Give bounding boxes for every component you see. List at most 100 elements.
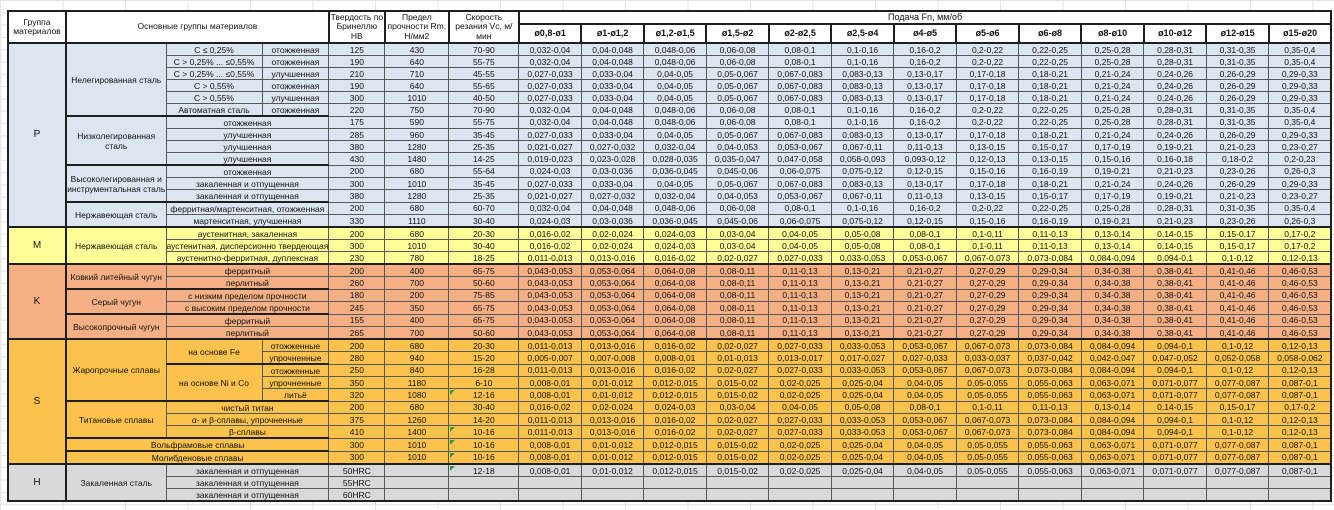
speed-cell[interactable]: 45-55: [448, 67, 520, 80]
feed-cell[interactable]: 0,073-0,084: [1018, 338, 1082, 352]
feed-cell[interactable]: 0,027-0,033: [518, 128, 582, 141]
feed-cell[interactable]: 0,17-0,18: [955, 67, 1020, 80]
feed-cell[interactable]: 0,048-0,06: [643, 55, 707, 68]
feed-cell[interactable]: 0,027-0,033: [893, 351, 957, 365]
diameter-header[interactable]: ø2,5-ø4: [830, 23, 895, 44]
feed-cell[interactable]: 0,31-0,35: [1205, 201, 1270, 215]
feed-cell[interactable]: 0,025-0,04: [830, 376, 895, 389]
diameter-header[interactable]: ø6-ø8: [1017, 23, 1083, 44]
feed-cell[interactable]: 0,058-0,093: [830, 152, 895, 166]
feed-cell[interactable]: 0,15-0,16: [955, 214, 1020, 228]
strength-cell[interactable]: 680: [384, 164, 450, 178]
feed-cell[interactable]: 0,34-0,38: [1080, 313, 1145, 327]
feed-cell[interactable]: 0,094-0,1: [1143, 251, 1207, 265]
feed-cell[interactable]: 0,025-0,04: [830, 450, 895, 465]
feed-cell[interactable]: 0,04-0,053: [705, 189, 770, 203]
feed-cell[interactable]: 0,063-0,071: [1080, 450, 1145, 465]
feed-cell[interactable]: 0,31-0,35: [1205, 115, 1270, 129]
feed-cell[interactable]: 0,27-0,29: [955, 301, 1020, 315]
feed-cell[interactable]: 0,15-0,16: [1080, 152, 1145, 166]
feed-cell[interactable]: 0,13-0,14: [1080, 226, 1145, 240]
feed-cell[interactable]: 0,064-0,08: [643, 263, 707, 277]
feed-cell[interactable]: 0,29-0,33: [1268, 128, 1332, 141]
feed-cell[interactable]: 0,063-0,071: [1080, 437, 1145, 452]
condition-cell[interactable]: улучшенная: [261, 91, 330, 104]
group-cell-M[interactable]: M: [7, 226, 67, 265]
feed-cell[interactable]: 0,11-0,13: [768, 288, 832, 302]
speed-cell[interactable]: 12-18: [448, 463, 520, 477]
material-family-cell[interactable]: Закаленная сталь: [65, 463, 167, 502]
feed-cell[interactable]: 0,027-0,033: [768, 363, 832, 377]
feed-cell[interactable]: 0,2-0,22: [955, 42, 1020, 56]
feed-cell[interactable]: 0,08-0,11: [705, 263, 770, 277]
feed-cell[interactable]: 0,025-0,04: [830, 388, 895, 402]
feed-cell[interactable]: 0,04-0,05: [893, 463, 957, 477]
speed-cell[interactable]: 18-25: [448, 251, 520, 265]
feed-cell[interactable]: 0,053-0,064: [580, 313, 645, 327]
feed-cell[interactable]: 0,064-0,08: [643, 326, 707, 340]
feed-cell[interactable]: 0,04-0,05: [893, 388, 957, 402]
feed-cell[interactable]: 0,1-0,12: [1205, 251, 1270, 265]
feed-cell[interactable]: 0,008-0,01: [518, 463, 582, 477]
feed-cell[interactable]: 0,27-0,29: [955, 313, 1020, 327]
feed-cell[interactable]: 0,21-0,27: [893, 313, 957, 327]
strength-cell[interactable]: 590: [384, 115, 450, 129]
feed-cell[interactable]: 0,41-0,46: [1205, 301, 1270, 315]
feed-cell[interactable]: 0,016-0,02: [518, 239, 582, 252]
strength-cell[interactable]: 1110: [384, 214, 450, 228]
feed-cell[interactable]: 0,087-0,1: [1268, 450, 1332, 465]
feed-cell[interactable]: [1205, 488, 1270, 502]
hardness-cell[interactable]: 300: [328, 239, 386, 252]
feed-cell[interactable]: [518, 476, 582, 489]
feed-cell[interactable]: 0,043-0,053: [518, 288, 582, 302]
feed-cell[interactable]: 0,05-0,055: [955, 450, 1020, 465]
feed-cell[interactable]: 0,032-0,04: [518, 103, 582, 117]
feed-cell[interactable]: 0,28-0,31: [1143, 201, 1207, 215]
feed-cell[interactable]: 0,053-0,064: [580, 288, 645, 302]
feed-cell[interactable]: 0,23-0,27: [1268, 189, 1332, 203]
feed-cell[interactable]: 0,38-0,41: [1143, 263, 1207, 277]
feed-cell[interactable]: 0,29-0,33: [1268, 79, 1332, 92]
feed-cell[interactable]: 0,02-0,024: [580, 400, 645, 414]
feed-cell[interactable]: 0,04-0,05: [643, 67, 707, 80]
feed-cell[interactable]: 0,26-0,3: [1268, 214, 1332, 228]
feed-cell[interactable]: 0,083-0,13: [830, 79, 895, 92]
hardness-cell[interactable]: 200: [328, 226, 386, 240]
feed-cell[interactable]: 0,016-0,02: [518, 400, 582, 414]
feed-cell[interactable]: 0,1-0,11: [955, 226, 1020, 240]
speed-cell[interactable]: 30-40: [448, 239, 520, 252]
condition-cell[interactable]: ферритный: [165, 263, 330, 277]
feed-cell[interactable]: 0,027-0,033: [768, 413, 832, 426]
feed-cell[interactable]: 0,083-0,13: [830, 128, 895, 141]
feed-cell[interactable]: 0,077-0,087: [1205, 388, 1270, 402]
condition-cell[interactable]: закаленная и отпущенная: [165, 177, 330, 190]
feed-cell[interactable]: 0,08-0,1: [893, 239, 957, 252]
material-family-cell[interactable]: Ковкий литейный чугун: [65, 263, 167, 290]
feed-cell[interactable]: 0,26-0,3: [1268, 164, 1332, 178]
material-family-cell[interactable]: Низколегированная сталь: [65, 115, 167, 166]
feed-cell[interactable]: 0,18-0,21: [1018, 177, 1082, 190]
feed-cell[interactable]: 0,084-0,094: [1080, 338, 1145, 352]
feed-cell[interactable]: 0,13-0,21: [830, 288, 895, 302]
feed-cell[interactable]: 0,06-0,075: [768, 164, 832, 178]
speed-cell[interactable]: 10-16: [448, 437, 520, 452]
feed-cell[interactable]: 0,29-0,34: [1018, 313, 1082, 327]
speed-cell[interactable]: [448, 476, 520, 489]
feed-cell[interactable]: 0,1-0,16: [830, 103, 895, 117]
feed-cell[interactable]: 0,04-0,048: [580, 55, 645, 68]
feed-cell[interactable]: 0,067-0,083: [768, 67, 832, 80]
feed-cell[interactable]: [1143, 488, 1207, 502]
feed-cell[interactable]: 0,03-0,036: [580, 214, 645, 228]
feed-cell[interactable]: 0,094-0,1: [1143, 413, 1207, 426]
feed-cell[interactable]: 0,019-0,023: [518, 152, 582, 166]
condition-cell[interactable]: α- и β-сплавы, упрочненные: [165, 413, 330, 426]
speed-cell[interactable]: 15-20: [448, 351, 520, 365]
feed-cell[interactable]: 0,005-0,007: [518, 351, 582, 365]
feed-cell[interactable]: 0,013-0,016: [580, 425, 645, 439]
feed-cell[interactable]: 0,055-0,063: [1018, 376, 1082, 389]
speed-cell[interactable]: 30-40: [448, 214, 520, 228]
feed-cell[interactable]: 0,027-0,033: [518, 79, 582, 92]
feed-cell[interactable]: 0,071-0,077: [1143, 388, 1207, 402]
feed-cell[interactable]: 0,073-0,084: [1018, 251, 1082, 265]
hardness-cell[interactable]: 50HRC: [328, 463, 386, 477]
